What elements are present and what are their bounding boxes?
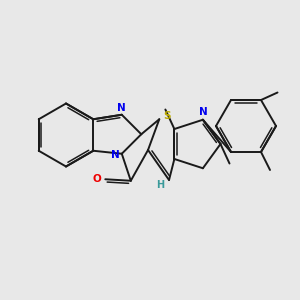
- Text: O: O: [92, 174, 101, 184]
- Text: N: N: [117, 103, 126, 113]
- Text: S: S: [163, 111, 170, 121]
- Text: N: N: [111, 150, 120, 160]
- Text: N: N: [199, 107, 207, 117]
- Text: H: H: [156, 179, 164, 190]
